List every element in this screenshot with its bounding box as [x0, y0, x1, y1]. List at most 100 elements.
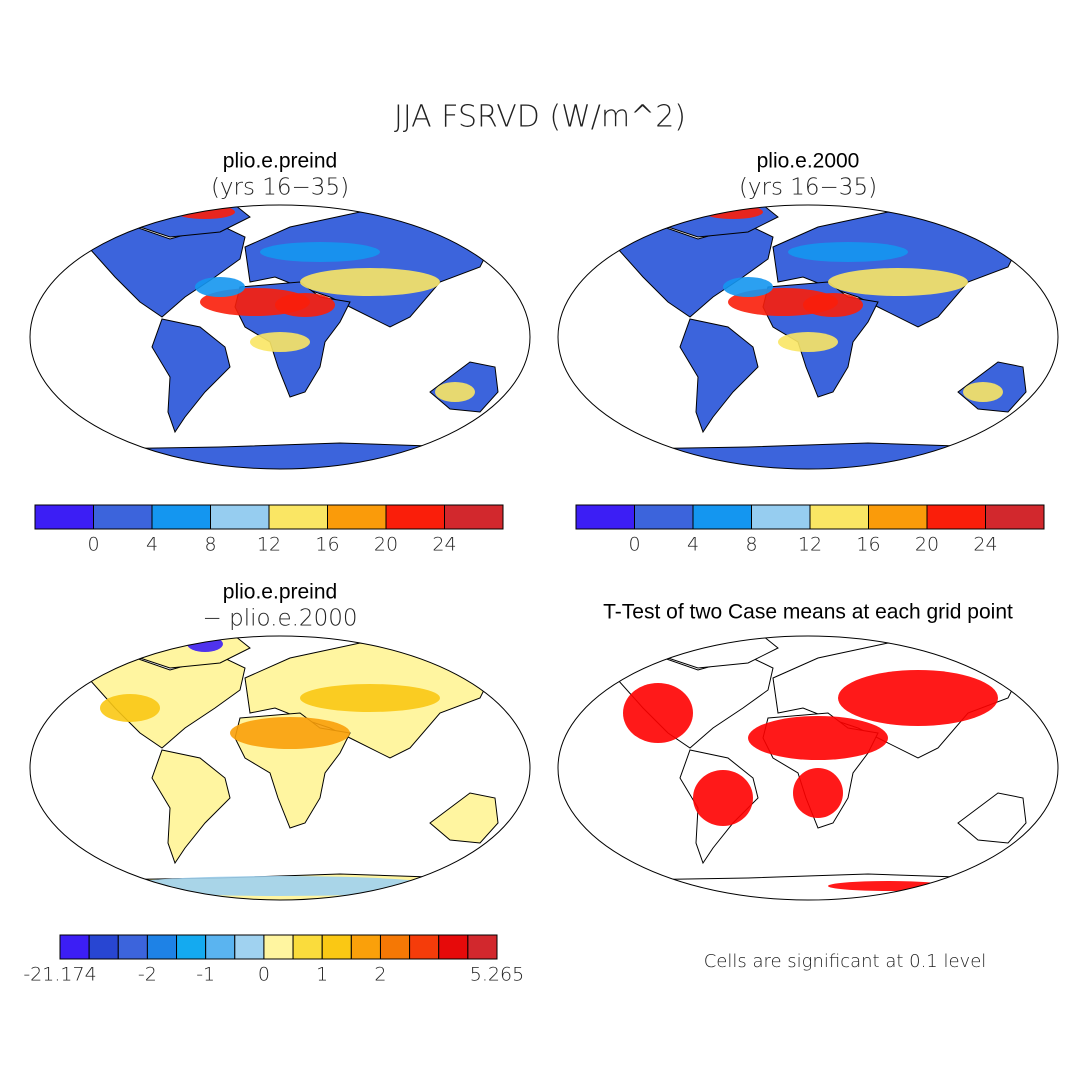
field-patch: [828, 268, 968, 296]
land: [592, 636, 1027, 900]
colorbar-box: [409, 934, 440, 960]
colorbar-label: 5.265: [470, 964, 524, 986]
colorbar-label: 2: [374, 964, 386, 986]
continent: [151, 749, 231, 865]
land: [64, 636, 499, 900]
panel-title: plio.e.preind: [223, 150, 337, 173]
field-patch: [723, 277, 773, 297]
colorbar-box: [292, 934, 323, 960]
colorbar-label: 16: [856, 534, 880, 556]
colorbar-box: [321, 934, 352, 960]
panel-title: plio.e.2000: [757, 150, 860, 173]
colorbar-label: 4: [687, 534, 699, 556]
field-patch: [778, 332, 838, 352]
colorbar-label: 8: [204, 534, 216, 556]
land: [592, 205, 1027, 469]
map-frame: [557, 204, 1059, 470]
colorbar-box: [268, 504, 328, 530]
field-patch: [260, 242, 380, 262]
field-patch: [100, 694, 160, 722]
panel-note: Cells are significant at 0.1 level: [704, 951, 987, 972]
field-patch: [838, 670, 998, 726]
colorbar-label: 4: [146, 534, 158, 556]
continent: [89, 442, 482, 469]
colorbar-box: [438, 934, 469, 960]
colorbar-label: 24: [973, 534, 997, 556]
field-patch: [793, 768, 843, 818]
colorbar-box: [210, 504, 270, 530]
field-patch: [195, 277, 245, 297]
map-frame: [557, 635, 1059, 901]
colorbar-label: -2: [138, 964, 157, 986]
colorbar-box: [350, 934, 381, 960]
panel-subtitle: − plio.e.2000: [203, 606, 358, 632]
colorbar-box: [575, 504, 635, 530]
field-patch: [693, 770, 753, 826]
colorbar-box: [868, 504, 928, 530]
colorbar-box: [634, 504, 694, 530]
continent: [957, 792, 1027, 844]
colorbar-label: 20: [374, 534, 398, 556]
field-patch: [120, 876, 440, 896]
map-frame: [29, 635, 531, 901]
field-patch: [803, 293, 863, 317]
colorbar-label: 8: [745, 534, 757, 556]
field-patch: [435, 382, 475, 402]
field-patch: [788, 242, 908, 262]
colorbar-box: [327, 504, 387, 530]
continent: [151, 318, 231, 434]
field-patch: [300, 684, 440, 712]
map: [64, 205, 499, 469]
colorbar-box: [234, 934, 265, 960]
colorbar-box: [926, 504, 986, 530]
panel-title: plio.e.preind: [223, 581, 337, 604]
field-patch: [275, 293, 335, 317]
colorbar-box: [205, 934, 236, 960]
colorbar-box: [263, 934, 294, 960]
continent: [64, 649, 246, 749]
continent: [617, 873, 1010, 900]
colorbar-box: [809, 504, 869, 530]
colorbar-box: [692, 504, 752, 530]
map-frame: [29, 204, 531, 470]
field-patch: [300, 268, 440, 296]
significance-map: [592, 636, 1027, 900]
colorbar-label: 0: [87, 534, 99, 556]
colorbar-label: 12: [798, 534, 822, 556]
colorbar-box: [444, 504, 504, 530]
colorbar-label: 0: [258, 964, 270, 986]
colorbar-box: [59, 934, 90, 960]
colorbar-label: 20: [915, 534, 939, 556]
field-patch: [250, 332, 310, 352]
colorbar-label: 12: [257, 534, 281, 556]
map: [64, 636, 499, 900]
colorbar-label: 1: [316, 964, 328, 986]
colorbar-box: [88, 934, 119, 960]
field-patch: [175, 205, 235, 219]
colorbar-box: [379, 934, 411, 960]
figure-title: JJA FSRVD (W/m^2): [394, 100, 686, 135]
colorbar-label: 16: [315, 534, 339, 556]
map: [592, 205, 1027, 469]
colorbar-box: [985, 504, 1045, 530]
field-patch: [828, 881, 948, 891]
colorbar-box: [117, 934, 148, 960]
continent: [679, 318, 759, 434]
colorbar-box: [146, 934, 178, 960]
panel-subtitle: (yrs 16−35): [211, 175, 349, 201]
field-patch: [963, 382, 1003, 402]
colorbar-box: [385, 504, 445, 530]
colorbar-box: [151, 504, 211, 530]
colorbar-box: [751, 504, 811, 530]
colorbar-label: -21.174: [23, 964, 96, 986]
colorbar-box: [467, 934, 498, 960]
colorbar-label: 24: [432, 534, 456, 556]
continent: [617, 442, 1010, 469]
colorbar-box: [34, 504, 94, 530]
field-patch: [623, 683, 693, 743]
field-patch: [748, 716, 888, 760]
panel-title: T-Test of two Case means at each grid po…: [603, 601, 1013, 624]
field-patch: [230, 717, 350, 749]
land: [64, 205, 499, 469]
